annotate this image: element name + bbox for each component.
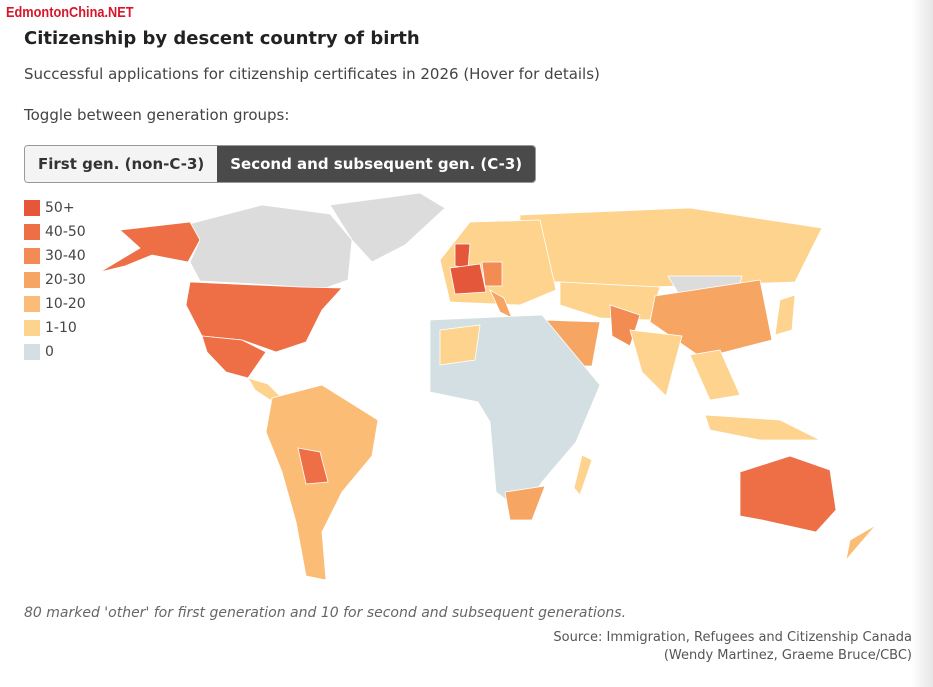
toggle-button[interactable]: First gen. (non-C-3) (25, 146, 218, 182)
legend-label: 40-50 (45, 224, 86, 240)
legend-item: 50+ (24, 196, 86, 220)
canada (184, 204, 353, 291)
legend-swatch (24, 224, 40, 240)
toggle-prompt: Toggle between generation groups: (24, 106, 290, 124)
legend-item: 30-40 (24, 244, 86, 268)
india (629, 329, 683, 397)
usa (185, 281, 343, 353)
uk (454, 243, 471, 269)
legend-swatch (24, 248, 40, 264)
france (449, 263, 487, 295)
central-asia (559, 281, 661, 321)
legend-item: 20-30 (24, 268, 86, 292)
source-line: Source: Immigration, Refugees and Citize… (553, 630, 912, 645)
africa-north (439, 324, 481, 366)
legend-label: 0 (45, 344, 54, 360)
legend-swatch (24, 272, 40, 288)
se-asia (689, 349, 741, 401)
toggle: First gen. (non-C-3) Second and subsequen… (24, 145, 537, 183)
bolivia (297, 447, 329, 485)
south-africa (504, 485, 546, 521)
legend-swatch (24, 320, 40, 336)
legend-swatch (24, 296, 40, 312)
legend-label: 1-10 (45, 320, 77, 336)
legend-label: 20-30 (45, 272, 86, 288)
source-line: (Wendy Martinez, Graeme Bruce/CBC) (663, 648, 912, 663)
watermark: EdmontonChina.NET (6, 4, 134, 21)
legend-item: 1-10 (24, 316, 86, 340)
note: 80 marked 'other' for first generation a… (24, 605, 627, 621)
legend-label: 10-20 (45, 296, 86, 312)
new-zealand (845, 524, 877, 562)
indonesia (704, 414, 821, 441)
legend: 50+ 40-50 30-40 20-30 10-20 1-10 0 (24, 196, 86, 364)
legend-item: 40-50 (24, 220, 86, 244)
germany (481, 261, 503, 287)
legend-swatch (24, 200, 40, 216)
legend-label: 50+ (45, 200, 75, 216)
legend-label: 30-40 (45, 248, 86, 264)
legend-item: 10-20 (24, 292, 86, 316)
japan (774, 294, 796, 336)
legend-swatch (24, 344, 40, 360)
title: Citizenship by descent country of birth (24, 28, 420, 49)
australia (739, 455, 837, 533)
toggle-button[interactable]: Second and subsequent gen. (C-3) (217, 146, 536, 182)
russia (519, 207, 823, 288)
madagascar (573, 454, 593, 496)
legend-item: 0 (24, 340, 86, 364)
subtitle: Successful applications for citizenship … (24, 65, 600, 83)
alaska (99, 221, 201, 273)
source: Source: Immigration, Refugees and Citize… (553, 629, 912, 665)
edge-shadow (911, 0, 933, 687)
